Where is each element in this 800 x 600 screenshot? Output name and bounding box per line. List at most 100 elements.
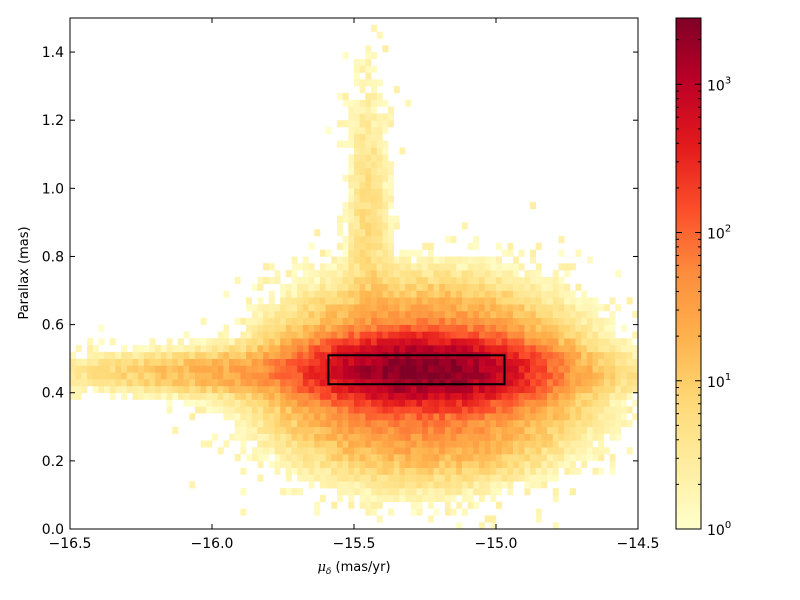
heatmap-cell xyxy=(456,256,463,264)
heatmap-cell xyxy=(433,358,440,366)
heatmap-cell xyxy=(325,310,332,319)
heatmap-cell xyxy=(376,399,383,407)
heatmap-cell xyxy=(388,215,395,223)
heatmap-cell xyxy=(149,351,156,359)
heatmap-cell xyxy=(427,515,434,523)
heatmap-cell xyxy=(382,304,389,312)
heatmap-cell xyxy=(371,488,378,496)
heatmap-cell xyxy=(456,276,463,285)
heatmap-cell xyxy=(359,338,366,346)
heatmap-cell xyxy=(388,481,395,489)
heatmap-cell xyxy=(541,324,548,332)
heatmap-cell xyxy=(331,270,338,278)
heatmap-cell xyxy=(439,426,446,434)
heatmap-cell xyxy=(371,208,378,216)
heatmap-cell xyxy=(291,426,298,434)
heatmap-cell xyxy=(160,379,167,387)
heatmap-cell xyxy=(609,419,616,428)
heatmap-cell xyxy=(569,385,576,394)
heatmap-cell xyxy=(393,304,400,312)
heatmap-cell xyxy=(388,256,395,264)
heatmap-cell xyxy=(427,447,434,455)
y-tick-label: 0.0 xyxy=(42,522,64,538)
heatmap-cell xyxy=(564,372,571,380)
heatmap-cell xyxy=(183,351,190,359)
heatmap-cell xyxy=(274,419,281,428)
heatmap-cell xyxy=(478,413,485,421)
heatmap-cell xyxy=(535,297,542,305)
heatmap-cell xyxy=(615,372,622,380)
heatmap-cell xyxy=(382,283,389,291)
heatmap-cell xyxy=(620,345,627,353)
heatmap-cell xyxy=(615,406,622,414)
heatmap-cell xyxy=(620,365,627,373)
heatmap-cell xyxy=(439,365,446,373)
heatmap-cell xyxy=(342,140,349,148)
heatmap-cell xyxy=(314,447,321,455)
heatmap-cell xyxy=(274,392,281,400)
heatmap-cell xyxy=(598,372,605,380)
heatmap-cell xyxy=(314,297,321,305)
heatmap-cell xyxy=(371,270,378,278)
heatmap-cell xyxy=(302,379,309,387)
heatmap-cell xyxy=(388,242,395,250)
heatmap-cell xyxy=(285,345,292,353)
heatmap-cell xyxy=(592,454,599,462)
heatmap-cell xyxy=(456,399,463,407)
heatmap-cell xyxy=(388,222,395,230)
heatmap-cell xyxy=(564,263,571,271)
heatmap-cell xyxy=(620,379,627,387)
heatmap-cell xyxy=(376,229,383,237)
heatmap-cell xyxy=(319,426,326,434)
heatmap-cell xyxy=(581,440,588,448)
heatmap-cell xyxy=(319,399,326,407)
heatmap-cell xyxy=(569,372,576,380)
heatmap-cell xyxy=(450,413,457,421)
heatmap-cell xyxy=(291,440,298,448)
x-tick-label: −15.5 xyxy=(333,536,376,552)
heatmap-cell xyxy=(552,426,559,434)
heatmap-cell xyxy=(359,283,366,291)
heatmap-cell xyxy=(172,392,179,400)
heatmap-cell xyxy=(223,399,230,407)
heatmap-cell xyxy=(558,379,565,387)
heatmap-cell xyxy=(484,256,491,264)
x-tick-label: −16.5 xyxy=(49,536,92,552)
heatmap-cell xyxy=(319,290,326,298)
heatmap-cell xyxy=(427,345,434,353)
heatmap-cell xyxy=(138,358,145,366)
heatmap-cell xyxy=(274,447,281,455)
heatmap-cell xyxy=(496,433,502,441)
heatmap-cell xyxy=(524,297,531,305)
heatmap-cell xyxy=(314,276,321,285)
heatmap-cell xyxy=(263,263,270,271)
heatmap-cell xyxy=(263,345,270,353)
heatmap-cell xyxy=(280,283,287,291)
heatmap-cell xyxy=(569,345,576,353)
heatmap-cell xyxy=(564,365,571,373)
heatmap-cell xyxy=(257,385,264,394)
heatmap-cell xyxy=(581,392,588,400)
heatmap-cell xyxy=(325,297,332,305)
heatmap-cell xyxy=(530,385,537,394)
heatmap-cell xyxy=(461,263,468,271)
heatmap-cell xyxy=(490,413,497,421)
heatmap-cell xyxy=(427,454,434,462)
x-axis-label: μδ (mas/yr) xyxy=(317,560,390,577)
heatmap-cell xyxy=(319,460,326,468)
heatmap-cell xyxy=(433,406,440,414)
heatmap-cell xyxy=(422,454,429,462)
heatmap-cell xyxy=(104,372,111,380)
heatmap-cell xyxy=(348,215,355,223)
heatmap-cell xyxy=(496,399,502,407)
heatmap-cell xyxy=(240,488,247,496)
heatmap-cell xyxy=(609,310,616,319)
heatmap-cell xyxy=(336,447,343,455)
heatmap-cell xyxy=(524,283,531,291)
heatmap-cell xyxy=(81,365,88,373)
heatmap-cell xyxy=(268,304,275,312)
heatmap-cell xyxy=(314,474,321,482)
heatmap-cell xyxy=(388,317,395,325)
heatmap-cell xyxy=(342,263,349,271)
heatmap-cell xyxy=(274,351,281,359)
